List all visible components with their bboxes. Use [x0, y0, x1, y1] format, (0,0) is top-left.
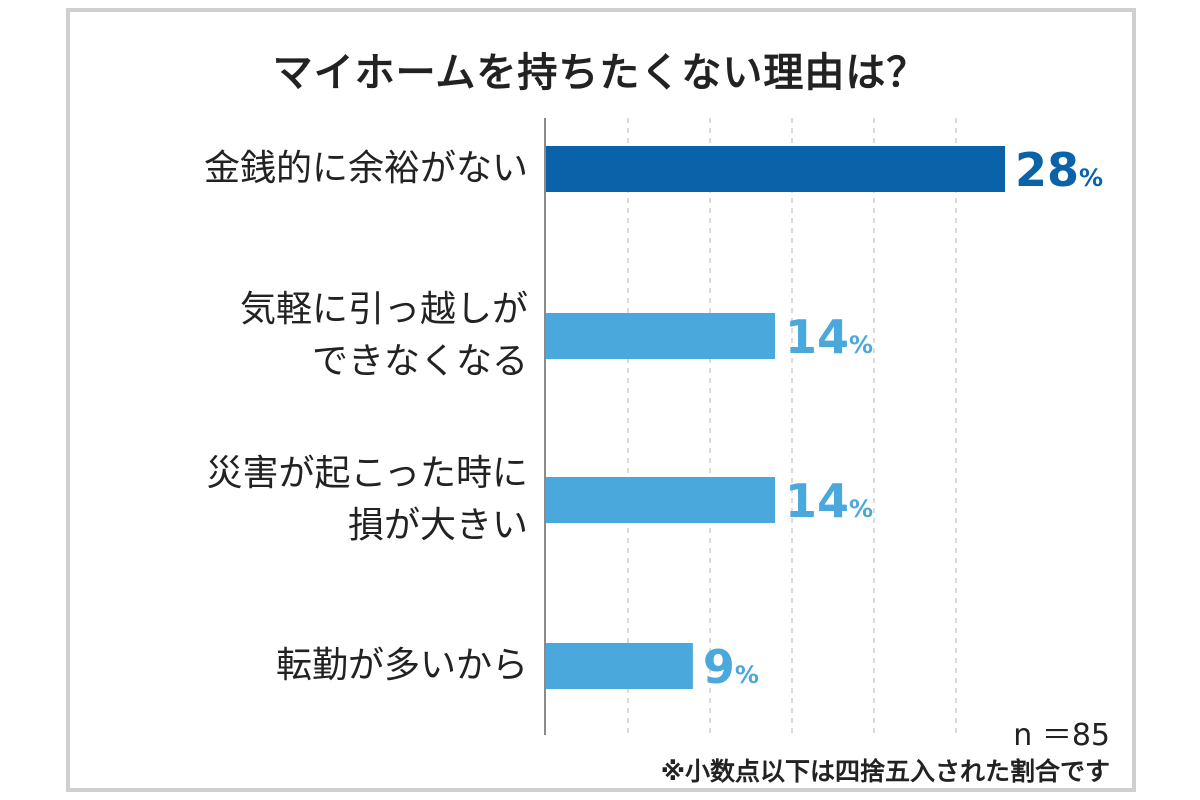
category-label: 金銭的に余裕がない [203, 148, 528, 189]
bar-value-label: 28% [1015, 143, 1103, 197]
bar-value-label: 14% [785, 474, 873, 528]
bar [545, 643, 693, 689]
category-label: 災害が起こった時に 損が大きい [206, 453, 528, 546]
category-label: 気軽に引っ越しが できなくなる [239, 289, 528, 382]
bar [545, 477, 775, 523]
sample-size: n ＝85 [1013, 718, 1110, 753]
category-label: 転勤が多いから [275, 645, 528, 686]
bar [545, 313, 775, 359]
bar [545, 146, 1005, 192]
bar-value-label: 9% [703, 640, 759, 694]
chart-title: マイホームを持ちたくない理由は？ [272, 50, 928, 96]
bar-value-label: 14% [785, 310, 873, 364]
footnote: ※小数点以下は四捨五入された割合です [660, 757, 1110, 786]
